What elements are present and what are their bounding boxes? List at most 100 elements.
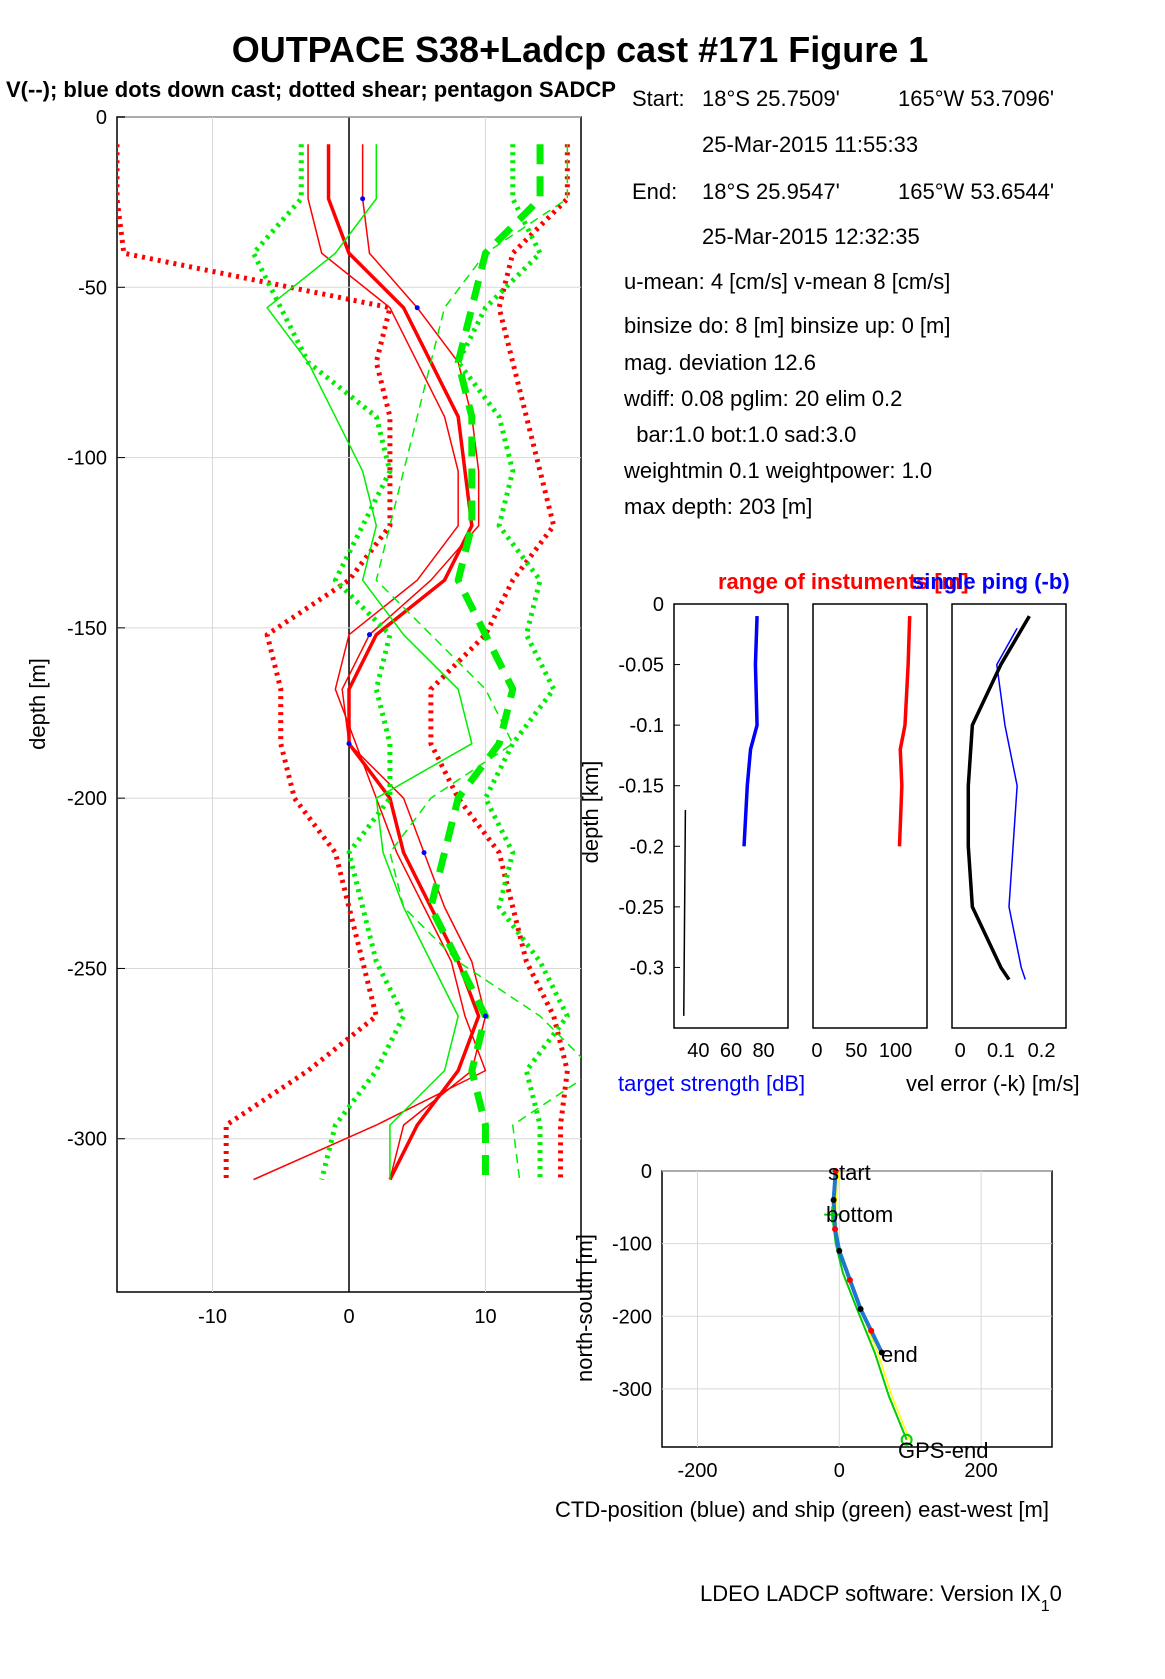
series-layer — [117, 144, 581, 1181]
series-line-5 — [427, 144, 544, 1180]
series-line-0 — [326, 144, 481, 1181]
end-lat: 18°S 25.9547' — [702, 179, 840, 204]
track-x-tick-label: 200 — [964, 1460, 997, 1482]
target-strength-label: target strength [dB] — [618, 1071, 805, 1096]
track-y-tick-label: -200 — [612, 1306, 652, 1328]
series-group — [117, 144, 581, 1181]
vel-error-black-line — [966, 615, 1031, 981]
track-label-start: start — [828, 1160, 871, 1185]
figure-title: OUTPACE S38+Ladcp cast #171 Figure 1 — [232, 29, 929, 70]
panel-y-label: depth [km] — [578, 761, 603, 864]
track-label-end: end — [881, 1342, 918, 1367]
y-axis-label: depth [m] — [25, 658, 50, 750]
track-marker — [857, 1306, 864, 1312]
footer-sub: 1 — [1041, 1598, 1050, 1615]
panel-2-x-tick-label: 0 — [811, 1040, 822, 1062]
target-strength-line — [742, 616, 759, 847]
panel-1-frame — [673, 603, 789, 1029]
panel-2-x-tick-label: 100 — [879, 1040, 912, 1062]
panel-series — [683, 615, 1031, 1016]
track-label-gps-end: GPS-end — [898, 1438, 989, 1463]
panel-1-x-tick-label: 60 — [720, 1040, 742, 1062]
bar-bot-sad: bar:1.0 bot:1.0 sad:3.0 — [624, 422, 856, 447]
panel-title-blue: single ping (-b) — [912, 569, 1070, 594]
track-marker — [846, 1276, 853, 1283]
y-tick-label: -150 — [67, 618, 107, 640]
panel-y-tick-label: 0 — [653, 594, 664, 616]
x-tick-label: 0 — [343, 1306, 354, 1328]
downcast-dot — [421, 850, 427, 856]
downcast-dot — [414, 305, 420, 311]
wdiff: wdiff: 0.08 pglim: 20 elim 0.2 — [623, 386, 902, 411]
panel-3-frame — [951, 603, 1067, 1029]
x-tick-label: -10 — [198, 1306, 227, 1328]
ctd-track-line — [831, 1170, 884, 1354]
track-marker — [878, 1349, 885, 1356]
panel-y-tick-label: -0.3 — [630, 957, 664, 979]
track-marker — [830, 1197, 837, 1204]
track-marker — [832, 1168, 839, 1174]
panel-y-tick-label: -0.1 — [630, 715, 664, 737]
start-lon: 165°W 53.7096' — [898, 86, 1054, 111]
mean-velocity: u-mean: 4 [cm/s] v-mean 8 [cm/s] — [624, 269, 950, 294]
footer-text: LDEO LADCP software: Version IX — [700, 1581, 1041, 1606]
panel-3-x-tick-label: 0.1 — [987, 1040, 1015, 1062]
vel-error-label: vel error (-k) [m/s] — [906, 1071, 1080, 1096]
end-time: 25-Mar-2015 12:32:35 — [702, 224, 920, 249]
panel-title-red: range of instuments [m] — [718, 569, 969, 594]
panel-2-x-tick-label: 50 — [845, 1040, 867, 1062]
series-line-7 — [266, 144, 473, 1180]
panel-y-tick-label: -0.15 — [618, 776, 664, 798]
start-time: 25-Mar-2015 11:55:33 — [702, 132, 918, 157]
y-tick-label: -100 — [67, 448, 107, 470]
downcast-dot — [482, 1013, 488, 1019]
end-lon: 165°W 53.6544' — [898, 179, 1054, 204]
track-y-tick-label: -300 — [612, 1379, 652, 1401]
footer-tail: 0 — [1050, 1581, 1062, 1606]
track-x-tick-label: -200 — [677, 1460, 717, 1482]
panel-3-x-tick-label: 0.2 — [1028, 1040, 1056, 1062]
track-x-tick-label: 0 — [834, 1460, 845, 1482]
y-tick-label: -200 — [67, 788, 107, 810]
panel-1-x-tick-label: 80 — [752, 1040, 774, 1062]
velocity-profile-plot: -10 0 100-50-100-150-200-250-300 depth [m] — [25, 107, 582, 1328]
binsize: binsize do: 8 [m] binsize up: 0 [m] — [624, 313, 951, 338]
downcast-dot — [346, 741, 352, 747]
x-tick-label: 10 — [474, 1306, 496, 1328]
series-line-2 — [253, 144, 487, 1181]
panel-2-frame — [812, 603, 928, 1029]
track-y-label: north-south [m] — [572, 1234, 597, 1382]
track-marker — [832, 1226, 839, 1233]
downcast-dot — [366, 632, 372, 638]
axis-ticks: -10 0 100-50-100-150-200-250-300 — [67, 107, 497, 1328]
vel-error-blue-line — [996, 627, 1026, 980]
end-label: End: — [632, 179, 677, 204]
track-marker — [836, 1247, 843, 1254]
panel-3-x-tick-label: 0 — [955, 1040, 966, 1062]
track-x-label: CTD-position (blue) and ship (green) eas… — [555, 1497, 1049, 1522]
track-y-tick-label: 0 — [641, 1161, 652, 1183]
figure-subtitle: V(--); blue dots down cast; dotted shear… — [6, 77, 616, 102]
panel-1-x-tick-label: 40 — [687, 1040, 709, 1062]
mag-deviation: mag. deviation 12.6 — [624, 350, 816, 375]
panel-y-tick-label: -0.2 — [630, 836, 664, 858]
y-tick-label: -250 — [67, 958, 107, 980]
gps-end-marker — [900, 1433, 913, 1446]
y-tick-label: -50 — [78, 277, 107, 299]
footer-version: LDEO LADCP software: Version IX10 — [700, 1581, 1062, 1615]
weight: weightmin 0.1 weightpower: 1.0 — [623, 458, 932, 483]
downcast-dot — [360, 196, 366, 202]
series-line-6 — [375, 144, 581, 1180]
track-marker — [868, 1327, 875, 1334]
track-ticks: -200 0 200 0 -100 -200 -300 — [612, 1161, 998, 1482]
max-depth: max depth: 203 [m] — [624, 494, 812, 519]
track-y-tick-label: -100 — [612, 1234, 652, 1256]
cast-info: Start: 18°S 25.7509' 165°W 53.7096' 25-M… — [623, 86, 1054, 519]
panel-y-tick-label: -0.05 — [618, 655, 664, 677]
track-plot: -200 0 200 0 -100 -200 -300 start bottom end G… — [555, 1160, 1053, 1522]
y-tick-label: -300 — [67, 1129, 107, 1151]
grid — [117, 116, 581, 1292]
series-line-9 — [455, 144, 570, 1180]
target-strength-panels: range of instuments [m] single ping (-b)… — [578, 569, 1080, 1096]
